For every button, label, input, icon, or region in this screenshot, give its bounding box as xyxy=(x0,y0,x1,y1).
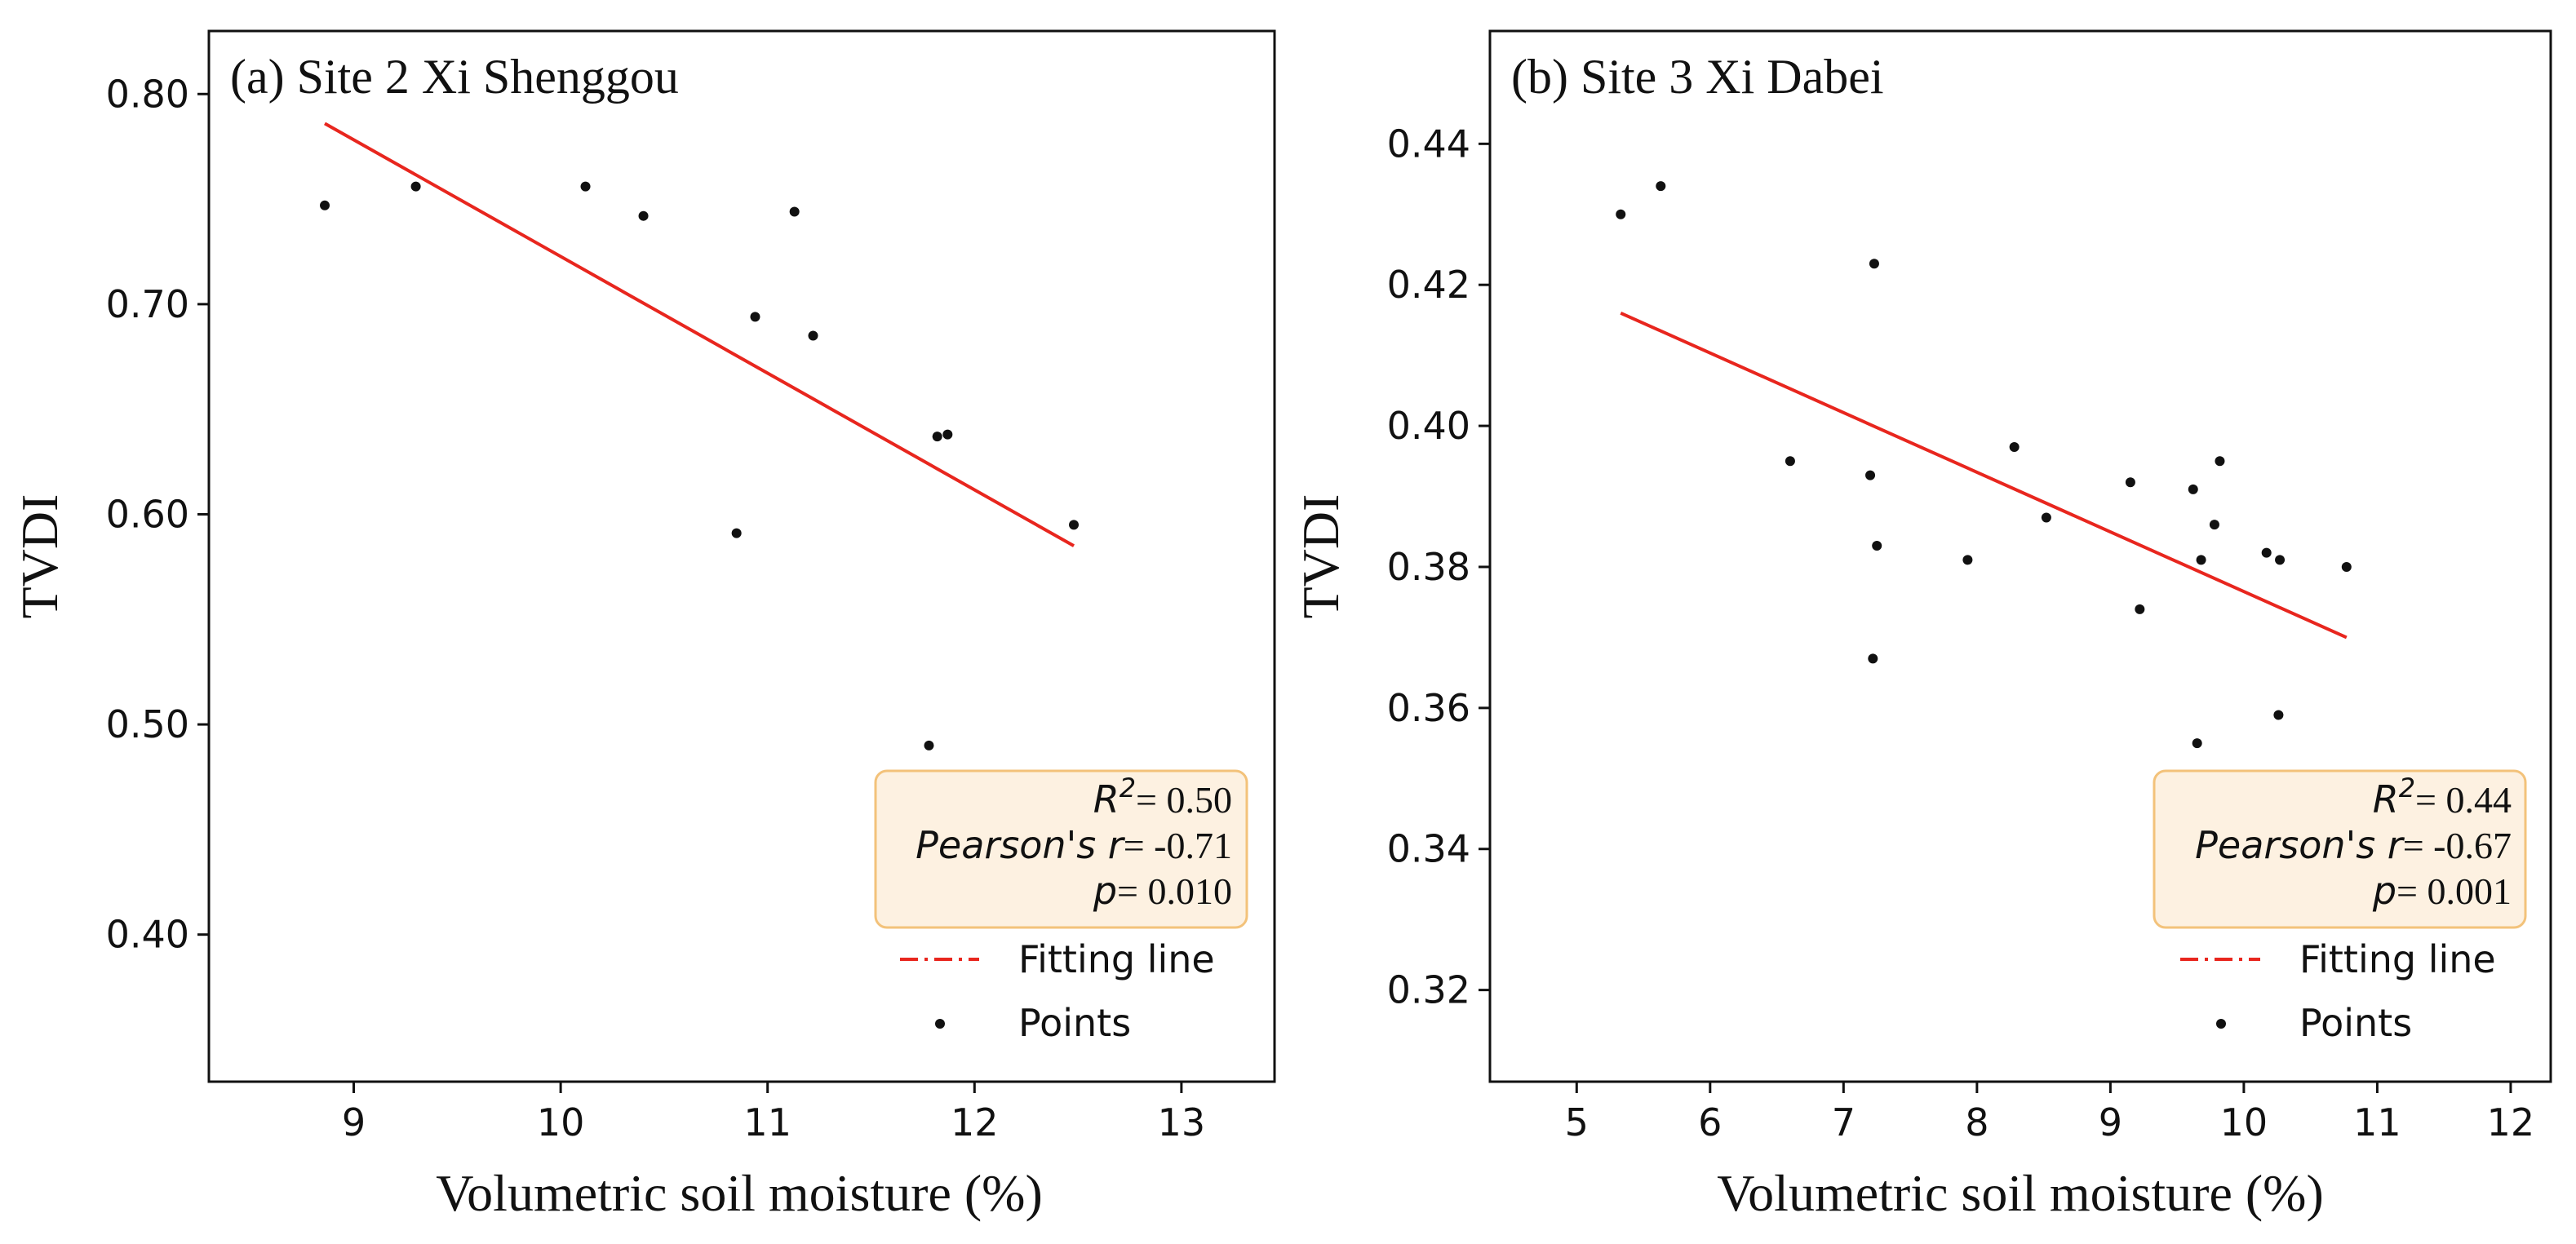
panel-b-data-point xyxy=(1785,456,1795,467)
panel-a-data-point xyxy=(638,210,649,221)
panel-b-data-point xyxy=(1868,653,1878,664)
panel-b-stat-pearson: Pearson's r= -0.67 xyxy=(2195,823,2512,867)
panel-b-stats-box xyxy=(2153,769,2527,929)
panel-a-xtick-label: 9 xyxy=(342,1100,366,1144)
panel-a-title: (a) Site 2 Xi Shenggou xyxy=(230,50,679,104)
panel-b-ytick-label: 0.38 xyxy=(1387,545,1470,589)
panel-a-ytick-label: 0.40 xyxy=(106,913,189,957)
panel-a-data-point xyxy=(924,740,934,750)
panel-a-ytick-label: 0.70 xyxy=(106,282,189,326)
panel-b-xtick-label: 7 xyxy=(1832,1100,1856,1144)
panel-b-data-point xyxy=(2135,604,2145,614)
panel-b-data-point xyxy=(1656,181,1666,192)
panel-a-stat-p: p= 0.010 xyxy=(1093,869,1232,913)
panel-b-xtick-label: 5 xyxy=(1565,1100,1589,1144)
panel-a-xtick-label: 13 xyxy=(1158,1100,1206,1144)
panel-b-data-point xyxy=(1865,470,1876,480)
panel-a-plot-frame xyxy=(207,29,1276,1083)
panel-b-points-layer xyxy=(1616,181,2352,749)
panel-b-data-point xyxy=(2215,456,2225,467)
panel-a-fitting-line xyxy=(324,122,1075,547)
panel-b-fitting-line xyxy=(1620,311,2348,640)
panel-b-data-point xyxy=(2275,555,2286,565)
panel-a-data-point xyxy=(808,330,818,341)
panel-a-stat-pearson: Pearson's r= -0.71 xyxy=(916,823,1232,867)
panel-a-legend-points-swatch xyxy=(935,1019,945,1029)
panel-a-ytick-label: 0.80 xyxy=(106,72,189,116)
panel-b-data-point xyxy=(2273,710,2284,720)
panel-b-ylabel: TVDI xyxy=(1292,494,1350,619)
panel-b-ytick-label: 0.36 xyxy=(1387,686,1470,730)
panel-b-data-point xyxy=(2261,547,2272,558)
panel-b-stat-p: p= 0.001 xyxy=(2372,869,2512,913)
panel-b-legend-fit-label: Fitting line xyxy=(2299,937,2496,981)
panel-a-data-point xyxy=(580,181,591,192)
panel-a-data-point xyxy=(750,312,760,322)
panel-b-ytick-label: 0.34 xyxy=(1387,827,1470,871)
panel-b-xlabel: Volumetric soil moisture (%) xyxy=(1717,1164,2324,1222)
panel-a-legend-fit-label: Fitting line xyxy=(1018,937,1215,981)
panel-b-data-point xyxy=(2196,555,2206,565)
panel-a-ytick-label: 0.60 xyxy=(106,492,189,536)
panel-b-legend-points-swatch xyxy=(2216,1019,2226,1029)
panel-a-xtick-label: 10 xyxy=(537,1100,585,1144)
panel-b-data-point xyxy=(2192,738,2202,749)
panel-a-stats-box xyxy=(874,769,1248,929)
panel-a-data-point xyxy=(1069,520,1080,530)
panel-b-data-point xyxy=(2125,477,2135,488)
panel-b-title: (b) Site 3 Xi Dabei xyxy=(1511,50,1884,104)
panel-a-legend-points-label: Points xyxy=(1018,1001,1131,1045)
panel-a-data-point xyxy=(731,528,742,538)
panel-a-stat-r2: R2= 0.50 xyxy=(1093,773,1232,821)
panel-b-data-point xyxy=(1869,259,1879,269)
panel-b-ytick-label: 0.42 xyxy=(1387,263,1470,307)
panel-b-fit-layer xyxy=(1620,311,2348,640)
panel-a-data-point xyxy=(789,206,800,217)
panel-b-xtick-label: 8 xyxy=(1965,1100,1989,1144)
panel-b-data-point xyxy=(1962,555,1973,565)
panel-a-fit-layer xyxy=(324,122,1075,547)
panel-b-data-point xyxy=(1616,209,1626,219)
panel-a-x-ticks: 9 10 11 12 13 xyxy=(342,1082,1205,1144)
panel-b: 0.32 0.34 0.36 0.38 0.40 0.42 0.44 5 6 7 8 9 10 11 12… xyxy=(1292,29,2552,1222)
panel-b-ytick-label: 0.40 xyxy=(1387,404,1470,448)
panel-b-xtick-label: 9 xyxy=(2099,1100,2122,1144)
panel-a-points-layer xyxy=(320,181,1080,750)
panel-a-ytick-label: 0.50 xyxy=(106,702,189,746)
panel-b-y-ticks: 0.32 0.34 0.36 0.38 0.40 0.42 0.44 xyxy=(1387,122,1490,1012)
panel-b-stat-r2: R2= 0.44 xyxy=(2373,773,2512,821)
panel-b-data-point xyxy=(1872,541,1882,551)
panel-b-xtick-label: 10 xyxy=(2220,1100,2268,1144)
panel-b-data-point xyxy=(2209,520,2219,530)
panel-b-ytick-label: 0.32 xyxy=(1387,968,1470,1012)
panel-a-data-point xyxy=(410,181,421,192)
panel-a-y-ticks: 0.40 0.50 0.60 0.70 0.80 xyxy=(106,72,209,957)
panel-b-xtick-label: 6 xyxy=(1698,1100,1722,1144)
panel-b-xtick-label: 12 xyxy=(2487,1100,2535,1144)
panel-b-x-ticks: 5 6 7 8 9 10 11 12 xyxy=(1565,1082,2535,1144)
panel-a-data-point xyxy=(932,432,942,442)
panel-b-data-point xyxy=(2188,484,2198,494)
panel-a-data-point xyxy=(942,429,953,440)
panel-a-ylabel: TVDI xyxy=(11,494,69,619)
panel-b-data-point xyxy=(2341,561,2352,572)
panel-b-plot-frame xyxy=(1488,29,2552,1083)
panel-a-xlabel: Volumetric soil moisture (%) xyxy=(436,1164,1043,1222)
panel-a: 0.40 0.50 0.60 0.70 0.80 9 10 11 12 13 (a) Site … xyxy=(11,29,1276,1222)
panel-a-data-point xyxy=(320,200,330,210)
panel-a-xtick-label: 11 xyxy=(743,1100,791,1144)
panel-b-legend-points-label: Points xyxy=(2299,1001,2412,1045)
panel-a-xtick-label: 12 xyxy=(951,1100,999,1144)
panel-b-xtick-label: 11 xyxy=(2353,1100,2401,1144)
panel-b-data-point xyxy=(2009,442,2020,453)
panel-b-data-point xyxy=(2041,512,2051,523)
panel-b-ytick-label: 0.44 xyxy=(1387,122,1470,166)
